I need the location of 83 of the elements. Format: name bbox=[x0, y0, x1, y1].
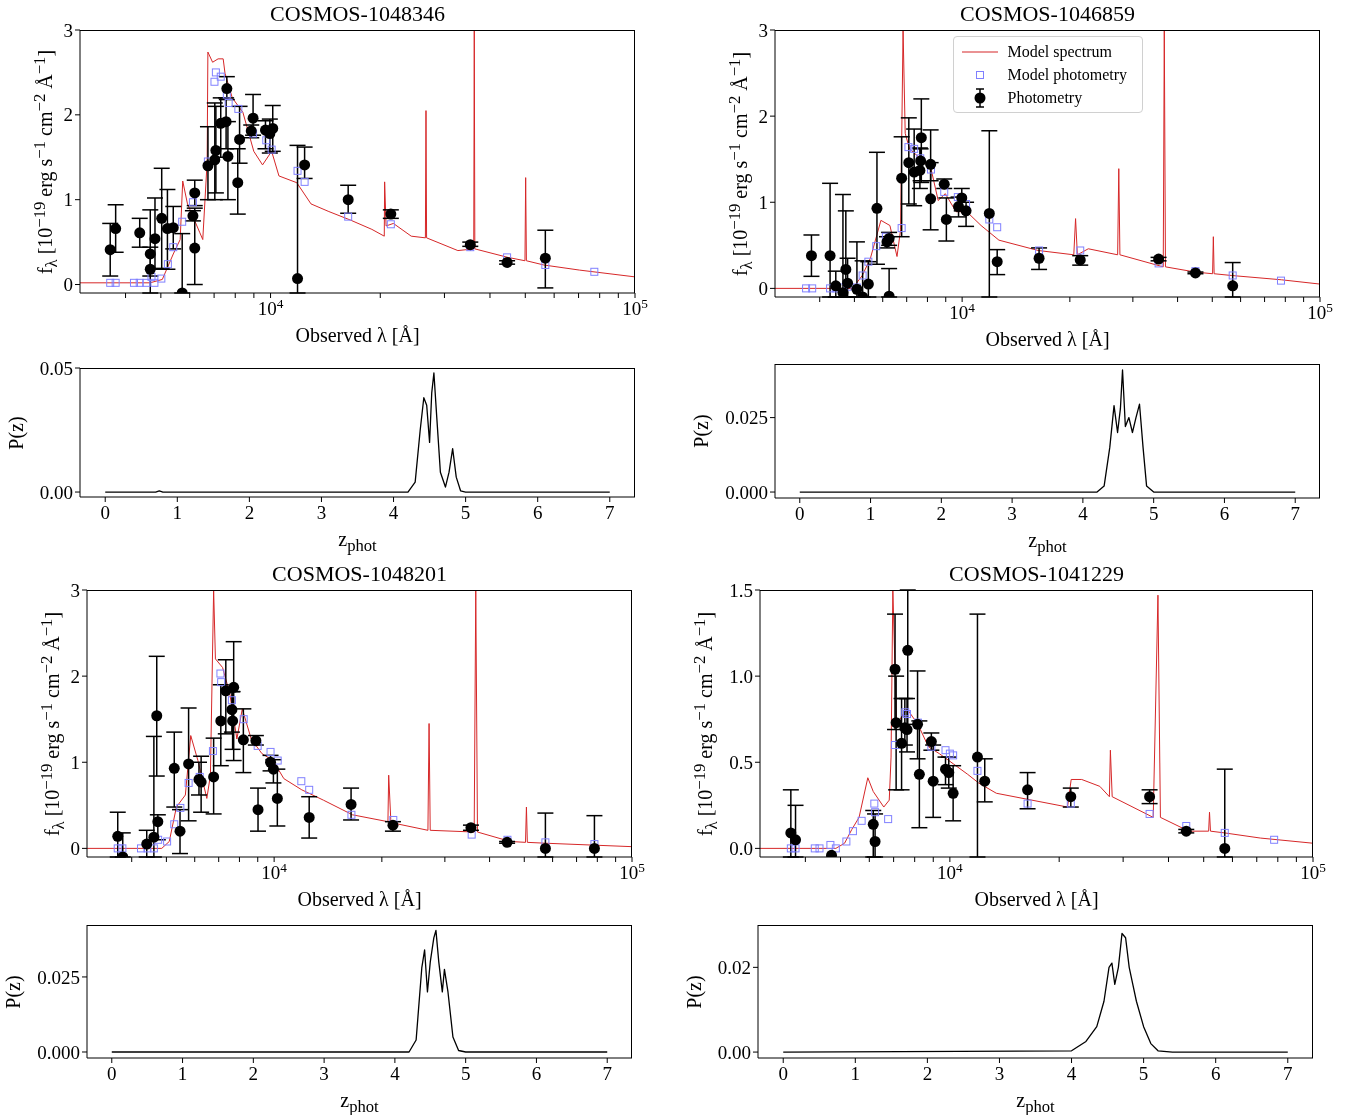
x-tick-label: 7 bbox=[602, 1063, 612, 1085]
x-tick-label: 10$^{5}$ bbox=[619, 859, 646, 884]
x-tick-label: 4 bbox=[388, 502, 399, 524]
x-tick-label: 10$^{4}$ bbox=[949, 299, 976, 324]
x-tick-label: 10$^{5}$ bbox=[1300, 859, 1327, 884]
x-tick-label: 3 bbox=[1007, 503, 1017, 525]
y-tick-label: 0.025 bbox=[37, 966, 80, 988]
y-tick-label: 0 bbox=[70, 838, 80, 860]
x-tick-label: 4 bbox=[1066, 1063, 1077, 1085]
x-tick-label: 2 bbox=[244, 502, 255, 524]
y-tick-label: 0.025 bbox=[725, 407, 768, 429]
y-tick-label: 0.02 bbox=[717, 957, 751, 979]
y-tick-label: 0.05 bbox=[39, 357, 73, 379]
x-tick-label: 0 bbox=[107, 1063, 117, 1085]
x-tick-label: 0 bbox=[795, 503, 805, 525]
x-tick-label: 1 bbox=[850, 1063, 861, 1085]
x-tick-label: 3 bbox=[319, 1063, 329, 1085]
y-axis-title: P(z) bbox=[4, 415, 28, 450]
x-tick-label: 10$^{4}$ bbox=[257, 295, 284, 320]
y-tick-label: 0.000 bbox=[725, 481, 768, 503]
x-tick-label: 1 bbox=[177, 1063, 188, 1085]
x-tick-label: 5 bbox=[460, 1063, 471, 1085]
y-tick-label: 2 bbox=[758, 105, 768, 127]
x-tick-label: 5 bbox=[1148, 503, 1159, 525]
legend-label: Photometry bbox=[1007, 88, 1083, 107]
y-tick-label: 0.000 bbox=[37, 1041, 80, 1063]
x-tick-label: 0 bbox=[778, 1063, 788, 1085]
y-tick-label: 2 bbox=[63, 104, 73, 126]
y-axis-title: P(z) bbox=[682, 974, 706, 1009]
x-tick-label: 6 bbox=[1219, 503, 1230, 525]
y-tick-label: 0.0 bbox=[729, 838, 753, 860]
x-tick-label: 6 bbox=[531, 1063, 542, 1085]
x-tick-label: 6 bbox=[1210, 1063, 1221, 1085]
x-tick-label: 4 bbox=[1078, 503, 1089, 525]
x-tick-label: 2 bbox=[922, 1063, 933, 1085]
x-tick-label: 3 bbox=[316, 502, 327, 524]
x-tick-label: 7 bbox=[1283, 1063, 1293, 1085]
chart-title: COSMOS-1048201 bbox=[271, 560, 448, 588]
x-axis-title: z$_{phot}$ bbox=[337, 527, 378, 557]
x-axis-title: z$_{phot}$ bbox=[1027, 528, 1068, 558]
x-tick-label: 1 bbox=[172, 502, 183, 524]
y-axis-title: P(z) bbox=[1, 974, 25, 1009]
y-tick-label: 3 bbox=[63, 19, 73, 41]
y-axis-title: P(z) bbox=[689, 414, 713, 448]
y-tick-label: 0 bbox=[758, 278, 768, 300]
x-tick-label: 10$^{5}$ bbox=[622, 295, 649, 320]
y-tick-label: 0.5 bbox=[729, 751, 753, 773]
y-tick-label: 1 bbox=[63, 189, 73, 211]
x-tick-label: 7 bbox=[605, 502, 615, 524]
y-tick-label: 1 bbox=[758, 191, 768, 213]
y-tick-label: 0.00 bbox=[39, 481, 73, 503]
x-tick-label: 2 bbox=[936, 503, 947, 525]
x-tick-label: 7 bbox=[1290, 503, 1300, 525]
y-tick-label: 1 bbox=[70, 751, 80, 773]
legend-label: Model spectrum bbox=[1007, 42, 1112, 61]
x-axis-title: Observed λ [Å] bbox=[973, 887, 1100, 911]
x-tick-label: 1 bbox=[865, 503, 876, 525]
x-tick-label: 5 bbox=[460, 502, 471, 524]
x-tick-label: 10$^{4}$ bbox=[261, 859, 288, 884]
x-tick-label: 3 bbox=[994, 1063, 1005, 1085]
x-axis-title: Observed λ [Å] bbox=[294, 323, 421, 347]
x-axis-title: Observed λ [Å] bbox=[984, 327, 1111, 351]
x-tick-label: 2 bbox=[248, 1063, 259, 1085]
x-tick-label: 5 bbox=[1138, 1063, 1149, 1085]
x-tick-label: 10$^{5}$ bbox=[1307, 299, 1334, 324]
y-tick-label: 0 bbox=[63, 274, 73, 296]
x-axis-title: z$_{phot}$ bbox=[1015, 1088, 1056, 1115]
x-tick-label: 10$^{4}$ bbox=[937, 859, 964, 884]
chart-title: COSMOS-1048346 bbox=[269, 0, 446, 28]
chart-title: COSMOS-1046859 bbox=[959, 0, 1136, 28]
legend-label: Model photometry bbox=[1007, 65, 1128, 84]
y-tick-label: 1.0 bbox=[729, 665, 753, 687]
x-axis-title: z$_{phot}$ bbox=[339, 1088, 380, 1115]
y-tick-label: 1.5 bbox=[729, 579, 753, 601]
y-tick-label: 3 bbox=[70, 579, 80, 601]
y-tick-label: 0.00 bbox=[717, 1041, 751, 1063]
x-axis-title: Observed λ [Å] bbox=[296, 887, 423, 911]
x-tick-label: 0 bbox=[100, 502, 110, 524]
y-tick-label: 2 bbox=[70, 665, 80, 687]
chart-title: COSMOS-1041229 bbox=[948, 560, 1125, 588]
y-tick-label: 3 bbox=[758, 19, 768, 41]
x-tick-label: 6 bbox=[532, 502, 543, 524]
x-tick-label: 4 bbox=[390, 1063, 401, 1085]
